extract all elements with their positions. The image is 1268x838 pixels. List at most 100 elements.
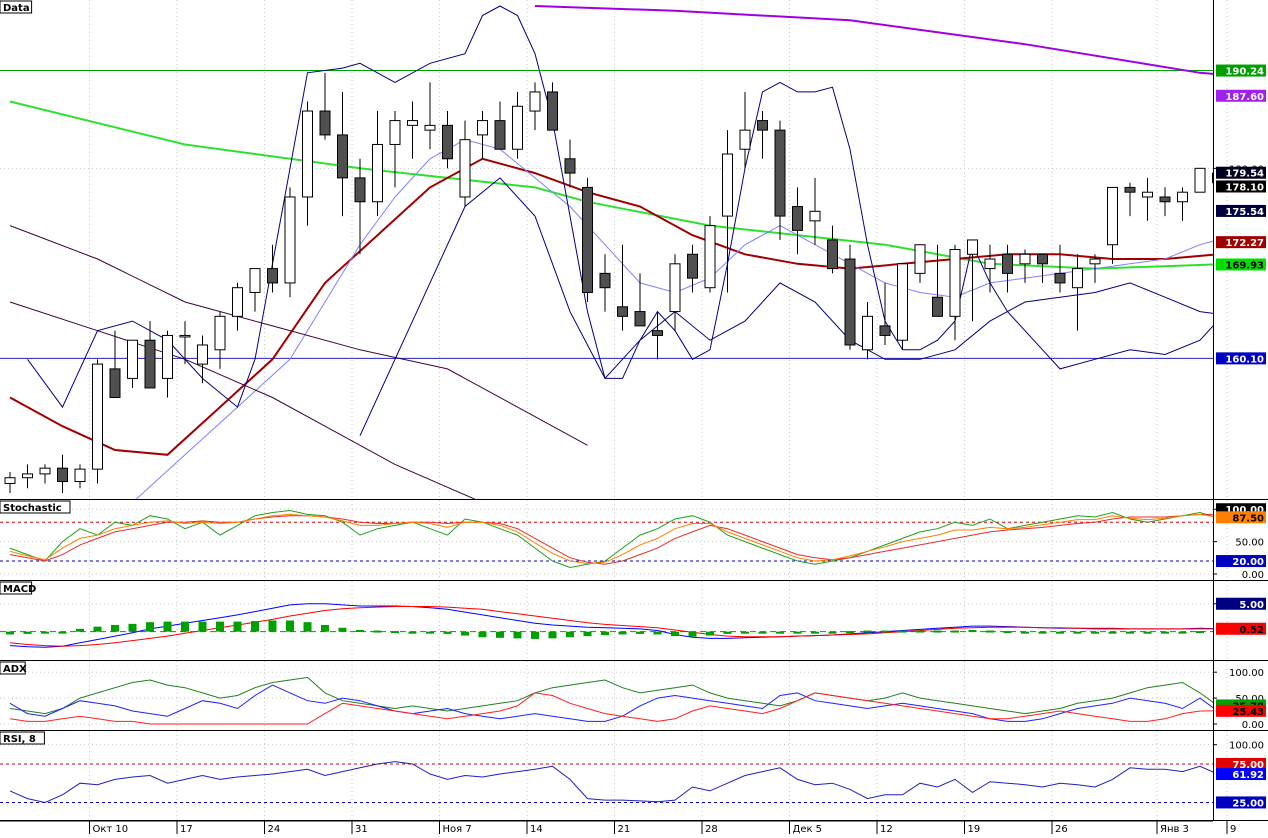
macd-histogram-bar-13 — [234, 622, 242, 632]
macd-histogram-bar-0 — [6, 632, 14, 635]
macd-histogram-bar-42 — [741, 632, 749, 634]
macd-histogram-bar-62 — [1091, 632, 1099, 634]
macd-histogram-bar-11 — [199, 622, 207, 632]
x-tick-label-10: 19 — [968, 824, 981, 834]
macd-histogram-bar-30 — [531, 632, 539, 639]
x-tick-label-5: 14 — [530, 824, 543, 834]
macd-histogram-bar-23 — [409, 632, 417, 634]
candle-body-17 — [303, 111, 313, 197]
macd-histogram-bar-1 — [24, 632, 32, 634]
x-tick-label-0: Окт 10 — [93, 824, 129, 834]
x-tick-label-3: 31 — [355, 824, 368, 834]
macd-histogram-bar-17 — [304, 622, 312, 631]
price-label-1-2: 20.00 — [1232, 557, 1264, 568]
candle-body-32 — [565, 159, 575, 173]
candle-body-31 — [548, 92, 558, 130]
x-tick-label-8: Дек 5 — [793, 824, 823, 834]
candle-body-8 — [145, 340, 155, 388]
macd-histogram-bar-41 — [724, 632, 732, 634]
price-label-3-1: 25.43 — [1232, 707, 1264, 718]
macd-histogram-bar-60 — [1056, 632, 1064, 634]
y-tick-label-3-2: 0.00 — [1242, 720, 1264, 731]
candle-body-2 — [40, 468, 50, 474]
candle-body-68 — [1195, 168, 1205, 192]
macd-histogram-bar-15 — [269, 621, 277, 632]
candle-body-48 — [845, 259, 855, 345]
candle-body-46 — [810, 211, 820, 221]
candle-body-44 — [775, 130, 785, 216]
macd-histogram-bar-50 — [881, 631, 889, 633]
candle-body-62 — [1090, 259, 1100, 264]
candle-body-57 — [1003, 254, 1013, 273]
candle-body-36 — [635, 312, 645, 326]
macd-histogram-bar-59 — [1039, 632, 1047, 634]
candle-body-59 — [1038, 254, 1048, 264]
candle-body-41 — [723, 154, 733, 216]
macd-histogram-bar-36 — [636, 632, 644, 634]
macd-histogram-bar-52 — [916, 631, 924, 633]
x-tick-label-4: Ноя 7 — [443, 824, 472, 834]
candle-body-49 — [863, 316, 873, 349]
candle-body-60 — [1055, 273, 1065, 283]
macd-histogram-bar-37 — [654, 632, 662, 635]
candle-body-56 — [985, 259, 995, 269]
macd-histogram-bar-26 — [461, 632, 469, 636]
candle-body-64 — [1125, 187, 1135, 192]
macd-histogram-bar-64 — [1126, 632, 1134, 634]
macd-histogram-bar-7 — [129, 624, 137, 632]
macd-histogram-bar-48 — [846, 631, 854, 633]
panel-title-4: RSI, 8 — [3, 734, 36, 745]
candle-body-45 — [793, 207, 803, 231]
price-label-4-1: 61.92 — [1232, 770, 1264, 781]
macd-histogram-bar-47 — [829, 632, 837, 634]
price-label-0-5: 172.27 — [1225, 238, 1264, 249]
macd-histogram-bar-27 — [479, 632, 487, 638]
candle-body-55 — [968, 240, 978, 254]
x-tick-label-11: 26 — [1055, 824, 1068, 834]
candle-body-29 — [513, 106, 523, 149]
candle-body-10 — [180, 335, 190, 337]
macd-histogram-bar-20 — [356, 630, 364, 632]
x-tick-label-12: Янв 3 — [1160, 824, 1189, 834]
macd-histogram-bar-6 — [111, 625, 119, 632]
price-label-1-1: 87.50 — [1232, 513, 1264, 524]
panel-title-3: ADX — [3, 664, 27, 675]
candle-body-39 — [688, 254, 698, 278]
macd-histogram-bar-58 — [1021, 632, 1029, 634]
candle-body-14 — [250, 269, 260, 293]
macd-histogram-bar-55 — [969, 630, 977, 632]
macd-histogram-bar-66 — [1161, 632, 1169, 634]
price-label-0-4: 175.54 — [1225, 207, 1264, 218]
candle-body-34 — [600, 273, 610, 287]
candle-body-28 — [495, 121, 505, 150]
macd-histogram-bar-25 — [444, 632, 452, 634]
candle-body-23 — [408, 121, 418, 126]
candle-body-47 — [828, 240, 838, 269]
macd-histogram-bar-29 — [514, 632, 522, 639]
macd-histogram-bar-35 — [619, 632, 627, 635]
macd-histogram-bar-67 — [1179, 632, 1187, 634]
macd-histogram-bar-21 — [374, 631, 382, 633]
macd-histogram-bar-38 — [671, 632, 679, 636]
candle-body-50 — [880, 326, 890, 336]
panel-title-2: MACD — [3, 584, 36, 595]
candle-body-51 — [898, 264, 908, 340]
candle-body-16 — [285, 197, 295, 283]
candle-body-33 — [583, 187, 593, 292]
candle-body-9 — [163, 335, 173, 378]
candle-body-43 — [758, 121, 768, 131]
candle-body-7 — [128, 340, 138, 378]
candle-body-21 — [373, 144, 383, 201]
macd-histogram-bar-68 — [1196, 631, 1204, 633]
candle-body-54 — [950, 250, 960, 317]
macd-histogram-bar-10 — [181, 622, 189, 632]
macd-histogram-bar-40 — [706, 632, 714, 636]
macd-histogram-bar-2 — [41, 632, 49, 634]
macd-histogram-bar-46 — [811, 632, 819, 634]
macd-histogram-bar-9 — [164, 622, 172, 632]
panel-title-1: Stochastic — [3, 503, 62, 514]
y-tick-label-1-1: 50.00 — [1235, 538, 1264, 549]
x-tick-label-13: 9 — [1230, 824, 1236, 834]
